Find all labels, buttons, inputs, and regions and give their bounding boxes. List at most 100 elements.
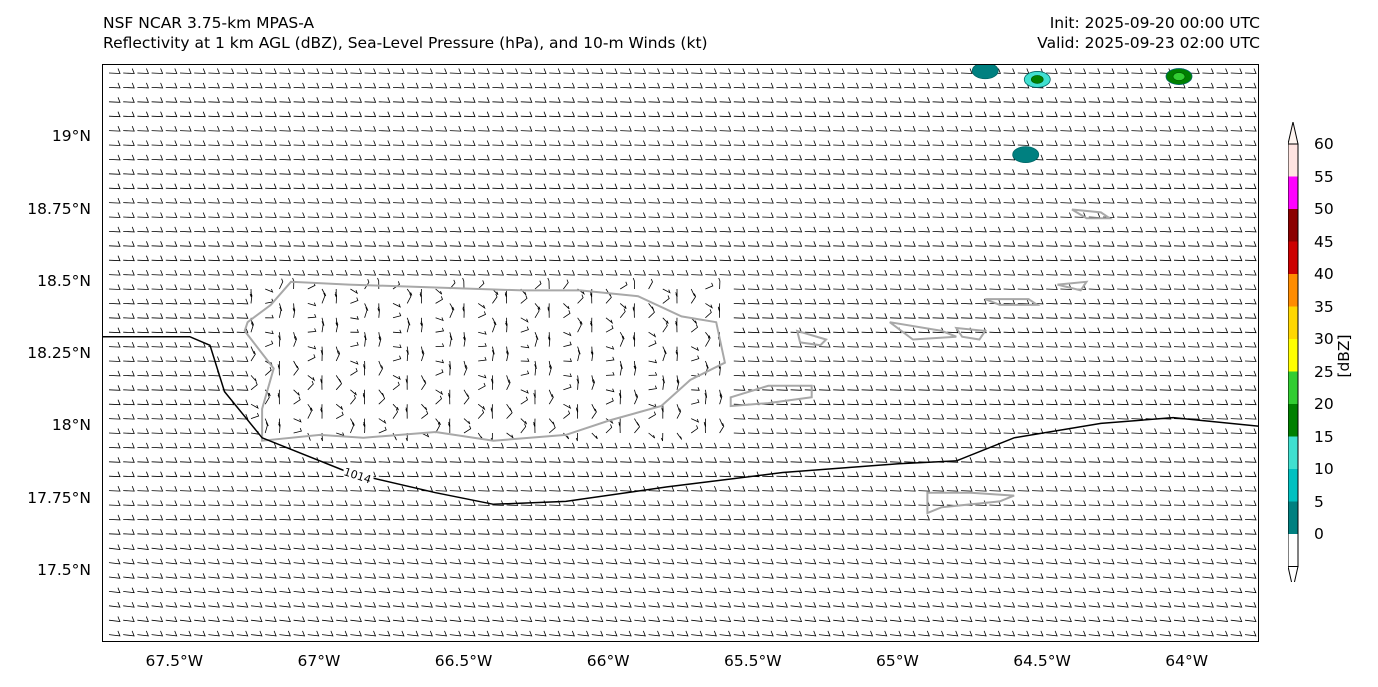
wind-barb xyxy=(307,630,320,637)
wind-barb xyxy=(490,407,493,419)
wind-barb xyxy=(336,269,348,276)
wind-barb xyxy=(279,154,292,161)
wind-barb xyxy=(790,529,803,535)
wind-barb xyxy=(804,500,817,506)
wind-barb xyxy=(250,125,263,132)
wind-barb xyxy=(448,421,451,433)
wind-barb xyxy=(847,298,860,305)
wind-barb xyxy=(1145,327,1158,334)
wind-barb xyxy=(648,432,656,439)
wind-barb xyxy=(364,140,377,146)
wind-barb xyxy=(648,500,661,506)
wind-barb xyxy=(520,255,533,262)
wind-barb xyxy=(179,413,192,420)
wind-barb xyxy=(918,197,931,204)
wind-barb xyxy=(279,601,291,608)
wind-barb xyxy=(123,457,135,463)
wind-barb xyxy=(378,514,391,521)
wind-barb xyxy=(1173,485,1186,492)
wind-barb xyxy=(605,457,618,463)
wind-barb xyxy=(435,154,448,161)
wind-barb xyxy=(1003,327,1016,334)
wind-barb xyxy=(179,197,192,204)
lon-tick-label: 67°W xyxy=(297,652,341,670)
wind-barb xyxy=(747,442,760,449)
wind-barb xyxy=(762,125,774,132)
wind-barb xyxy=(563,384,572,391)
wind-barb xyxy=(904,140,916,146)
wind-barb xyxy=(918,169,931,175)
wind-barb xyxy=(804,68,817,74)
wind-barb xyxy=(449,68,462,74)
wind-barb xyxy=(1102,154,1115,161)
wind-barb xyxy=(478,97,490,103)
wind-barb xyxy=(1003,529,1016,535)
wind-barb xyxy=(1088,154,1101,161)
wind-barb xyxy=(1244,97,1257,103)
wind-barb xyxy=(662,544,675,550)
wind-barb xyxy=(577,154,590,161)
wind-barb xyxy=(705,255,718,262)
wind-barb xyxy=(1188,356,1200,362)
wind-barb xyxy=(1159,197,1172,204)
wind-barb xyxy=(591,514,604,521)
wind-barb xyxy=(435,558,448,565)
wind-barb xyxy=(378,183,391,190)
wind-barb xyxy=(123,255,135,262)
wind-barb xyxy=(705,197,718,204)
wind-barb xyxy=(520,183,533,190)
wind-barb xyxy=(449,544,462,550)
wind-barb xyxy=(705,68,718,74)
wind-barb xyxy=(790,457,803,463)
wind-barb xyxy=(861,356,874,362)
wind-barb xyxy=(847,370,860,377)
wind-barb xyxy=(1074,500,1087,506)
wind-barb xyxy=(534,335,538,347)
wind-barb xyxy=(123,313,135,319)
wind-barb xyxy=(1216,341,1229,348)
wind-barb xyxy=(1145,514,1158,521)
wind-barb xyxy=(520,423,527,434)
wind-barb xyxy=(861,197,874,204)
wind-barb xyxy=(506,409,513,419)
wind-barb xyxy=(818,630,831,637)
wind-barb xyxy=(676,197,689,204)
wind-barb xyxy=(194,125,206,132)
wind-barb xyxy=(279,269,292,276)
wind-barb xyxy=(1117,428,1129,434)
wind-barb xyxy=(1003,428,1016,434)
wind-barb xyxy=(904,226,916,233)
wind-barb xyxy=(1159,514,1172,521)
wind-barb xyxy=(1117,601,1129,608)
wind-barb xyxy=(492,111,505,118)
wind-barb xyxy=(392,558,405,565)
wind-barb xyxy=(236,514,249,521)
wind-barb xyxy=(1017,183,1030,190)
wind-barb xyxy=(1060,313,1073,319)
wind-barb xyxy=(1244,183,1257,190)
wind-barb xyxy=(861,485,874,492)
wind-barb xyxy=(733,269,746,276)
wind-barb xyxy=(1244,573,1257,579)
wind-barb xyxy=(620,587,632,594)
wind-barb xyxy=(520,529,533,535)
wind-barb xyxy=(960,442,973,449)
wind-barb xyxy=(648,183,661,190)
wind-barb xyxy=(406,349,409,362)
wind-barb xyxy=(194,154,206,161)
wind-barb xyxy=(691,442,703,449)
wind-barb xyxy=(1159,558,1172,565)
wind-barb xyxy=(165,558,178,565)
wind-barb xyxy=(108,313,121,319)
wind-barb xyxy=(478,241,490,247)
wind-barb xyxy=(378,97,391,103)
wind-barb xyxy=(833,125,845,132)
wind-barb xyxy=(1117,97,1129,103)
wind-barb xyxy=(463,457,476,463)
wind-barb xyxy=(504,292,507,304)
wind-barb xyxy=(137,226,150,233)
colorbar-segment-below xyxy=(1288,534,1298,567)
wind-barb xyxy=(405,378,408,390)
wind-barb xyxy=(918,82,931,89)
wind-barb xyxy=(733,529,746,535)
